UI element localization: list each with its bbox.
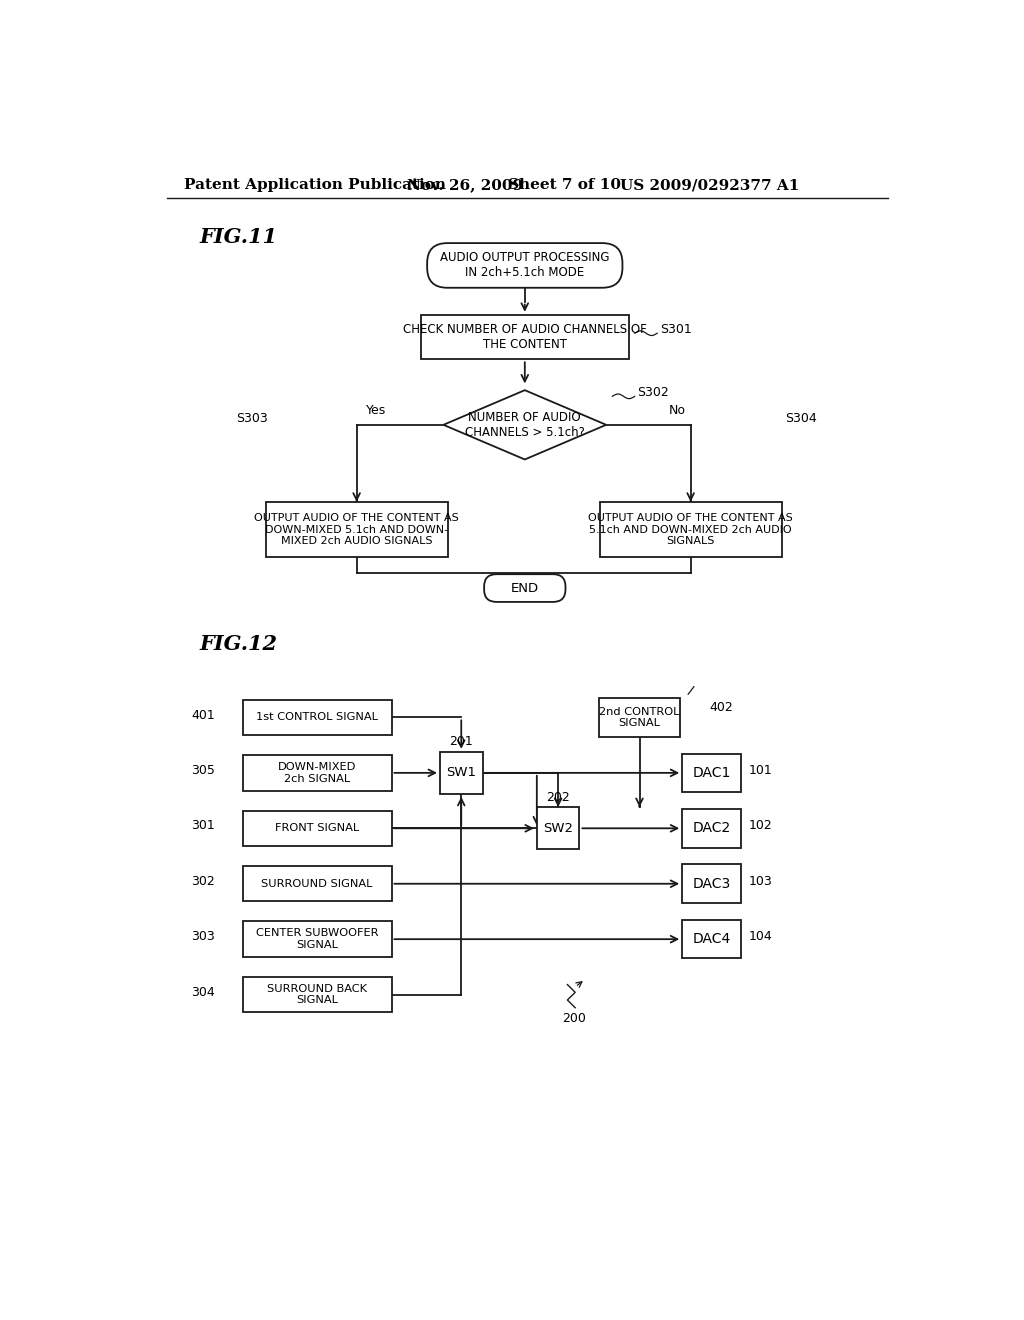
- Text: Nov. 26, 2009: Nov. 26, 2009: [407, 178, 523, 193]
- FancyBboxPatch shape: [682, 920, 741, 958]
- Text: 202: 202: [546, 791, 570, 804]
- Text: SW2: SW2: [543, 822, 573, 834]
- Text: END: END: [511, 582, 539, 594]
- Text: 104: 104: [749, 931, 772, 944]
- FancyBboxPatch shape: [243, 755, 391, 791]
- Text: No: No: [669, 404, 686, 417]
- Text: SURROUND SIGNAL: SURROUND SIGNAL: [261, 879, 373, 888]
- Text: 1st CONTROL SIGNAL: 1st CONTROL SIGNAL: [256, 713, 378, 722]
- Text: 2nd CONTROL
SIGNAL: 2nd CONTROL SIGNAL: [599, 706, 680, 729]
- Text: 302: 302: [191, 875, 215, 888]
- FancyBboxPatch shape: [265, 502, 447, 557]
- Text: 102: 102: [749, 820, 772, 833]
- Text: 101: 101: [749, 764, 772, 777]
- Text: 103: 103: [749, 875, 772, 888]
- Text: FIG.12: FIG.12: [200, 635, 278, 655]
- Polygon shape: [443, 391, 606, 459]
- Text: AUDIO OUTPUT PROCESSING
IN 2ch+5.1ch MODE: AUDIO OUTPUT PROCESSING IN 2ch+5.1ch MOD…: [440, 251, 609, 280]
- FancyBboxPatch shape: [537, 807, 580, 850]
- Text: S301: S301: [659, 323, 691, 335]
- FancyBboxPatch shape: [682, 809, 741, 847]
- Text: DAC3: DAC3: [692, 876, 731, 891]
- Text: CHECK NUMBER OF AUDIO CHANNELS OF
THE CONTENT: CHECK NUMBER OF AUDIO CHANNELS OF THE CO…: [402, 323, 647, 351]
- FancyBboxPatch shape: [599, 698, 680, 737]
- Text: CENTER SUBWOOFER
SIGNAL: CENTER SUBWOOFER SIGNAL: [256, 928, 378, 950]
- FancyBboxPatch shape: [243, 866, 391, 902]
- Text: SW1: SW1: [446, 767, 476, 779]
- FancyBboxPatch shape: [243, 700, 391, 735]
- Text: 305: 305: [190, 764, 215, 777]
- Text: Patent Application Publication: Patent Application Publication: [183, 178, 445, 193]
- Text: DAC2: DAC2: [692, 821, 731, 836]
- Text: DAC1: DAC1: [692, 766, 731, 780]
- FancyBboxPatch shape: [682, 754, 741, 792]
- Text: FIG.11: FIG.11: [200, 227, 278, 247]
- Text: FRONT SIGNAL: FRONT SIGNAL: [275, 824, 359, 833]
- Text: 402: 402: [710, 701, 733, 714]
- FancyBboxPatch shape: [243, 921, 391, 957]
- Text: SURROUND BACK
SIGNAL: SURROUND BACK SIGNAL: [267, 983, 367, 1006]
- Text: 303: 303: [191, 931, 215, 944]
- Text: 304: 304: [191, 986, 215, 999]
- Text: NUMBER OF AUDIO
CHANNELS > 5.1ch?: NUMBER OF AUDIO CHANNELS > 5.1ch?: [465, 411, 585, 438]
- FancyBboxPatch shape: [600, 502, 781, 557]
- Text: 200: 200: [562, 1012, 586, 1026]
- FancyBboxPatch shape: [421, 314, 629, 359]
- Text: 201: 201: [450, 735, 473, 748]
- Text: S303: S303: [237, 412, 268, 425]
- FancyBboxPatch shape: [682, 865, 741, 903]
- Text: OUTPUT AUDIO OF THE CONTENT AS
DOWN-MIXED 5.1ch AND DOWN-
MIXED 2ch AUDIO SIGNAL: OUTPUT AUDIO OF THE CONTENT AS DOWN-MIXE…: [254, 513, 459, 546]
- Text: 401: 401: [191, 709, 215, 722]
- Text: Sheet 7 of 10: Sheet 7 of 10: [508, 178, 621, 193]
- Text: OUTPUT AUDIO OF THE CONTENT AS
5.1ch AND DOWN-MIXED 2ch AUDIO
SIGNALS: OUTPUT AUDIO OF THE CONTENT AS 5.1ch AND…: [588, 513, 793, 546]
- FancyBboxPatch shape: [243, 977, 391, 1012]
- Text: DAC4: DAC4: [692, 932, 731, 946]
- Text: US 2009/0292377 A1: US 2009/0292377 A1: [621, 178, 800, 193]
- FancyBboxPatch shape: [243, 810, 391, 846]
- FancyBboxPatch shape: [427, 243, 623, 288]
- Text: S304: S304: [785, 412, 817, 425]
- Text: S302: S302: [637, 385, 669, 399]
- FancyBboxPatch shape: [440, 751, 482, 795]
- FancyBboxPatch shape: [484, 574, 565, 602]
- Text: 301: 301: [191, 820, 215, 833]
- Text: DOWN-MIXED
2ch SIGNAL: DOWN-MIXED 2ch SIGNAL: [278, 762, 356, 784]
- Text: Yes: Yes: [366, 404, 386, 417]
